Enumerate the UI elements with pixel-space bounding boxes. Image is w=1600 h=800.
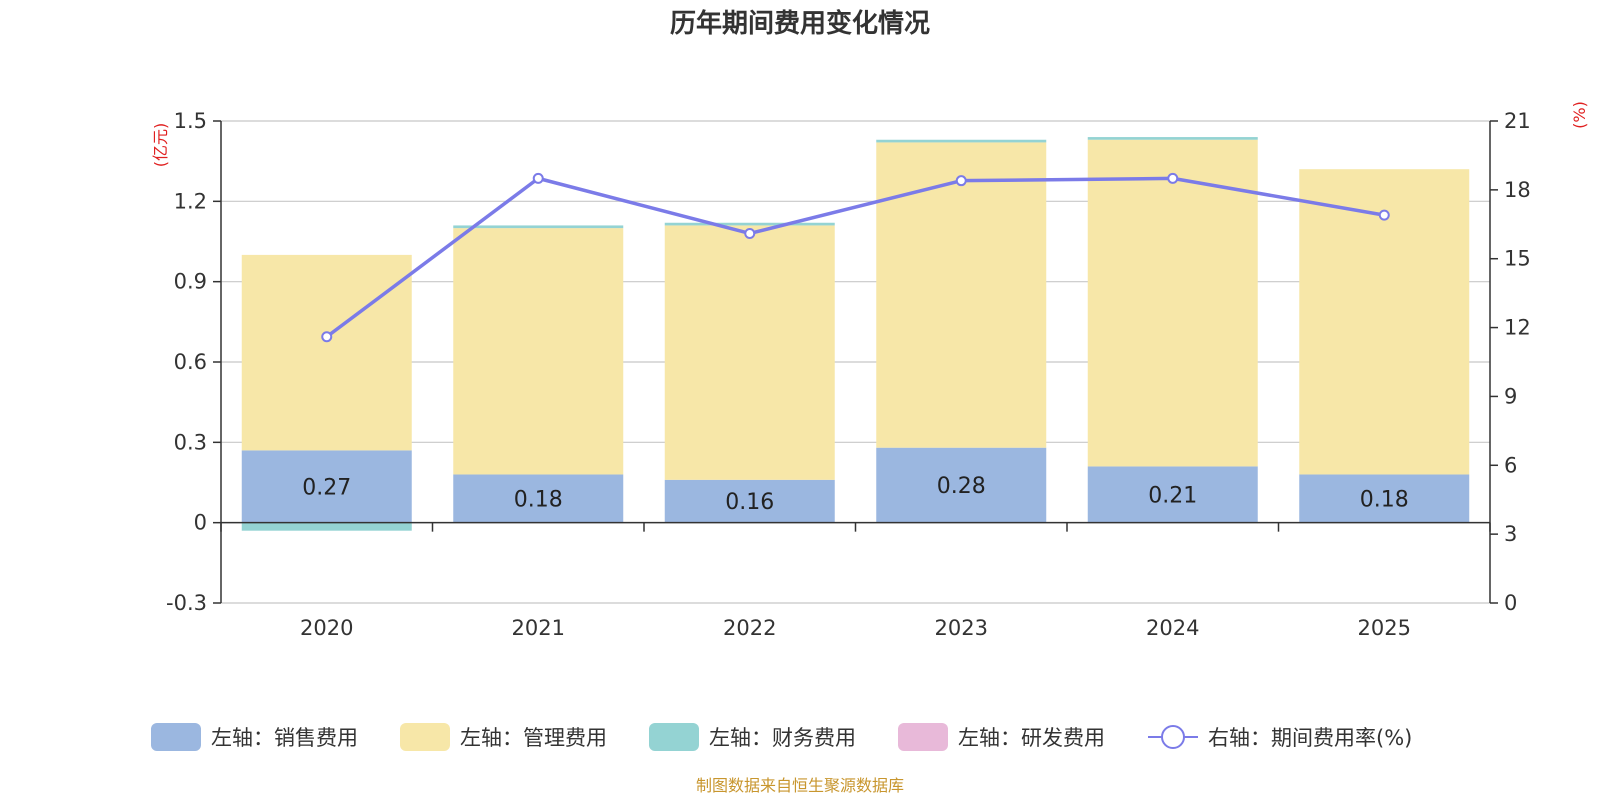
rate-point	[321, 331, 333, 343]
bar-segment	[1087, 137, 1258, 140]
legend: 左轴：销售费用 左轴：管理费用 左轴：财务费用 左轴：研发费用 右轴：期间费用率(%)	[151, 723, 1412, 751]
right-axis-tick-label: 15	[1504, 247, 1531, 271]
rate-line	[325, 176, 1385, 339]
bar-segment	[453, 474, 624, 523]
bar-segment	[241, 522, 412, 531]
bar-data-label: 0.18	[514, 488, 563, 513]
legend-label: 左轴：管理费用	[460, 726, 607, 750]
bar-segment	[241, 254, 412, 451]
left-axis-tick-label: 0.3	[174, 430, 207, 454]
left-axis-unit: (亿元)	[151, 123, 170, 168]
x-axis-tick-label: 2025	[1358, 616, 1411, 640]
bar-segment	[664, 225, 835, 480]
bar-segment	[1087, 139, 1258, 467]
bar-segment	[453, 228, 624, 475]
legend-label: 左轴：销售费用	[211, 726, 358, 750]
bar-segment	[1087, 466, 1258, 523]
x-axis-tick-label: 2024	[1146, 616, 1199, 640]
bar-segment	[876, 139, 1047, 143]
legend-swatch	[649, 723, 699, 751]
bar-segment	[241, 450, 412, 523]
rate-point	[744, 227, 756, 239]
legend-swatch	[898, 723, 948, 751]
left-axis-tick-label: -0.3	[166, 591, 207, 615]
bar-data-label: 0.16	[725, 490, 774, 515]
bar-data-label: 0.28	[937, 474, 986, 499]
bar-segment	[664, 222, 835, 226]
bar-data-label: 0.21	[1148, 484, 1197, 509]
right-axis-tick-label: 9	[1504, 384, 1517, 408]
bar-group: 0.27 0.18 0.16 0.28 0.21 0.18	[241, 137, 1470, 531]
bar-segment	[876, 447, 1047, 523]
rate-point	[532, 172, 544, 184]
right-axis-unit: (%)	[1570, 101, 1589, 129]
x-axis-tick-label: 2022	[723, 616, 776, 640]
right-axis-tick-label: 0	[1504, 591, 1517, 615]
right-axis-tick-label: 18	[1504, 178, 1531, 202]
rate-point	[955, 175, 967, 187]
bar-segment	[453, 225, 624, 229]
left-axis-tick-label: 0	[194, 511, 207, 535]
x-axis-tick-label: 2023	[935, 616, 988, 640]
legend-label: 左轴：财务费用	[709, 726, 856, 750]
rate-line-group	[321, 172, 1390, 343]
legend-item[interactable]: 左轴：研发费用	[898, 723, 1105, 751]
legend-swatch	[151, 723, 201, 751]
right-axis-tick-label: 12	[1504, 316, 1531, 340]
legend-item[interactable]: 左轴：管理费用	[400, 723, 607, 751]
bar-data-label: 0.27	[302, 476, 351, 501]
left-axis-tick-label: 1.2	[174, 189, 207, 213]
chart-title: 历年期间费用变化情况	[670, 8, 930, 39]
legend-swatch	[400, 723, 450, 751]
bar-segment	[1299, 474, 1470, 523]
bar-data-label: 0.18	[1360, 488, 1409, 513]
right-axis-tick-label: 6	[1504, 453, 1517, 477]
legend-item[interactable]: 左轴：销售费用	[151, 723, 358, 751]
bar-segment	[664, 479, 835, 523]
x-axis-tick-label: 2020	[300, 616, 353, 640]
bar-segment	[876, 142, 1047, 448]
legend-marker	[1161, 725, 1185, 749]
left-axis-tick-label: 0.9	[174, 270, 207, 294]
legend-item[interactable]: 左轴：财务费用	[649, 723, 856, 751]
x-axis-tick-label: 2021	[512, 616, 565, 640]
legend-label: 右轴：期间费用率(%)	[1208, 726, 1412, 750]
source-note: 制图数据来自恒生聚源数据库	[696, 776, 904, 795]
rate-point	[1167, 172, 1179, 184]
right-axis-tick-label: 3	[1504, 522, 1517, 546]
right-axis-tick-label: 21	[1504, 109, 1531, 133]
left-axis-tick-label: 1.5	[174, 109, 207, 133]
axes: 1.5 1.2 0.9 0.6 0.3 0 -0.3 21 18 15 12 9 6 3 0 2020 2021…	[166, 109, 1531, 640]
legend-label: 左轴：研发费用	[958, 726, 1105, 750]
left-axis-tick-label: 0.6	[174, 350, 207, 374]
rate-point	[1378, 209, 1390, 221]
legend-item[interactable]: 右轴：期间费用率(%)	[1148, 725, 1412, 750]
